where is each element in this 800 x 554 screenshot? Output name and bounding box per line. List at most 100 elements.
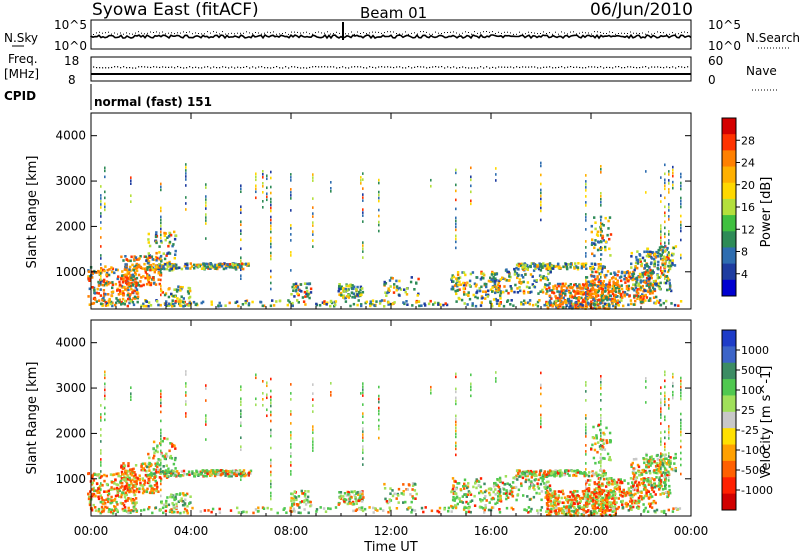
data-cell (186, 262, 189, 266)
data-cell (147, 452, 150, 456)
data-cell (124, 478, 127, 481)
data-cell (134, 271, 137, 274)
data-cell (640, 275, 644, 279)
data-cell (385, 500, 389, 503)
data-cell (309, 500, 312, 504)
data-cell (139, 280, 142, 283)
data-cell (160, 267, 163, 270)
data-cell (182, 492, 185, 495)
data-cell (645, 489, 648, 493)
data-cell (639, 260, 642, 263)
data-cell (594, 239, 597, 242)
data-cell (345, 284, 348, 288)
data-cell (338, 496, 342, 499)
data-cell (667, 472, 671, 476)
noise-search-dot (261, 33, 262, 35)
data-cell (550, 264, 553, 268)
data-cell (600, 484, 603, 487)
data-cell (172, 472, 175, 475)
data-cell (605, 477, 609, 481)
data-cell (663, 281, 666, 285)
data-cell (362, 211, 364, 214)
data-cell (608, 294, 612, 297)
data-cell (600, 258, 602, 261)
data-cell (540, 203, 542, 207)
data-cell (517, 475, 521, 478)
data-cell (607, 286, 610, 289)
data-cell (649, 481, 652, 485)
data-cell (680, 214, 682, 218)
data-cell (378, 229, 380, 233)
data-cell (574, 498, 577, 502)
data-cell (593, 481, 596, 484)
nave-dot (285, 66, 287, 68)
data-cell (587, 474, 591, 478)
data-cell (651, 269, 654, 272)
data-cell (600, 270, 604, 274)
nave-dot (573, 66, 575, 68)
data-cell (469, 500, 472, 503)
data-cell (597, 289, 600, 292)
data-cell (650, 257, 654, 260)
data-cell (178, 493, 181, 496)
data-cell (486, 293, 490, 297)
data-cell (631, 493, 635, 497)
data-cell (585, 264, 587, 267)
data-cell (680, 172, 682, 176)
data-cell (593, 490, 596, 494)
data-cell (602, 265, 605, 268)
data-cell (233, 266, 237, 269)
data-cell (484, 506, 487, 510)
data-cell (160, 501, 163, 505)
data-cell (603, 307, 606, 310)
data-cell (498, 279, 501, 283)
data-cell (502, 488, 506, 491)
data-cell (118, 298, 121, 302)
data-cell (141, 484, 145, 488)
data-cell (114, 478, 117, 481)
data-cell (90, 508, 94, 512)
data-cell (312, 173, 314, 176)
data-cell (573, 290, 576, 293)
data-cell (357, 499, 360, 502)
data-cell (576, 292, 579, 295)
data-cell (116, 503, 119, 506)
data-cell (149, 283, 153, 287)
data-cell (591, 296, 594, 299)
data-cell (167, 304, 171, 307)
data-cell (602, 224, 605, 227)
data-cell (664, 241, 666, 245)
data-cell (569, 498, 572, 502)
data-cell (591, 279, 595, 283)
data-cell (362, 496, 365, 499)
data-cell (103, 269, 106, 273)
data-cell (474, 304, 478, 308)
data-cell (104, 282, 108, 285)
data-cell (554, 469, 557, 472)
noise-search-dot (516, 33, 517, 35)
data-cell (608, 298, 612, 301)
data-cell (555, 474, 559, 477)
data-cell (590, 499, 593, 502)
data-cell (458, 276, 462, 279)
data-cell (240, 211, 242, 215)
data-cell (111, 283, 115, 287)
data-cell (340, 293, 343, 297)
data-cell (130, 179, 132, 182)
data-cell (238, 264, 242, 268)
data-cell (174, 493, 177, 497)
data-cell (233, 472, 236, 475)
noise-search-dot (375, 31, 376, 33)
nave-dot (318, 66, 320, 68)
data-cell (147, 260, 151, 263)
data-cell (148, 456, 151, 460)
data-cell (120, 493, 123, 496)
data-cell (473, 494, 476, 498)
data-cell (635, 276, 638, 280)
data-cell (618, 300, 621, 304)
data-cell (107, 282, 110, 286)
data-cell (524, 480, 527, 484)
data-cell (154, 462, 157, 466)
data-cell (144, 255, 148, 259)
